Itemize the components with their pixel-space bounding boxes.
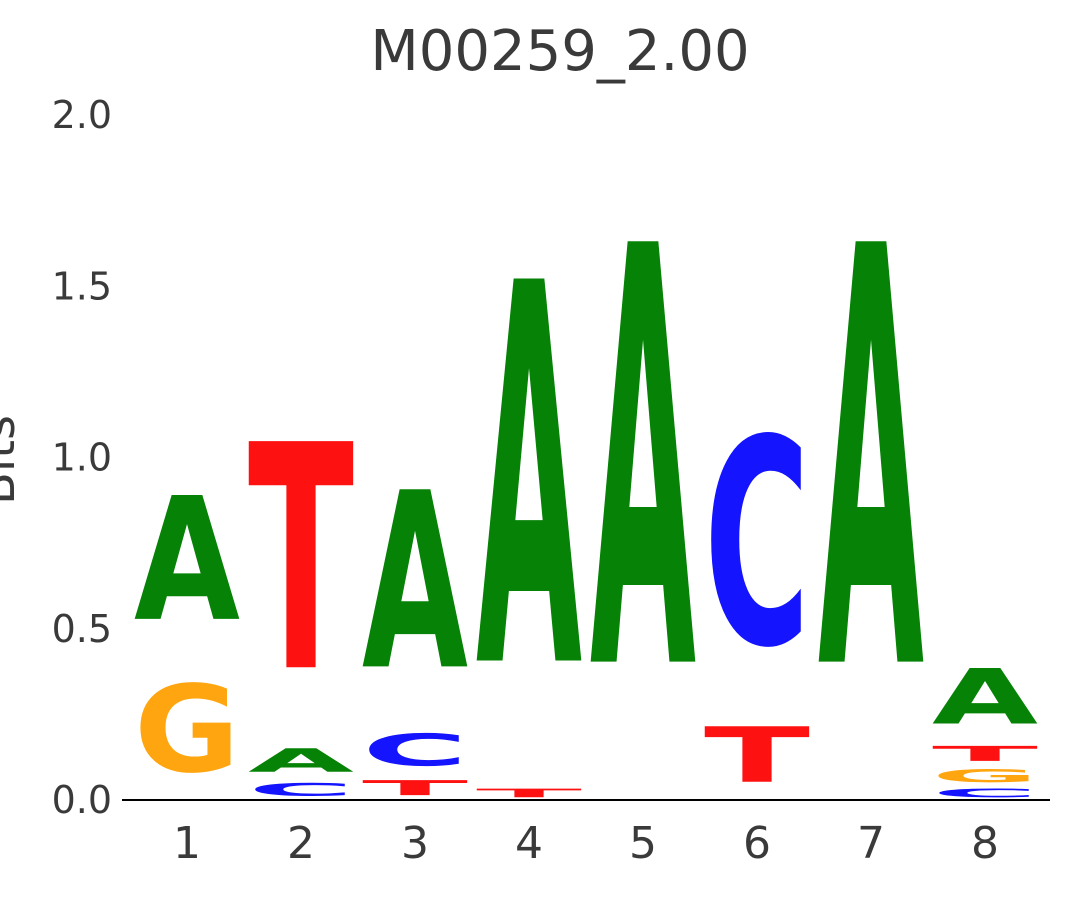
x-tick-label: 5 — [629, 818, 657, 869]
svg-text:A: A — [476, 176, 583, 785]
logo-letter-A: A — [476, 176, 583, 785]
svg-text:C: C — [248, 780, 354, 800]
x-tick-label: 8 — [971, 818, 999, 869]
svg-text:T: T — [932, 742, 1038, 766]
svg-text:C: C — [704, 381, 810, 711]
svg-text:G: G — [932, 766, 1038, 787]
logo-letter-C: C — [704, 381, 810, 711]
svg-text:A: A — [248, 742, 354, 779]
x-tick-label: 3 — [401, 818, 429, 869]
logo-letter-G: G — [932, 766, 1038, 787]
logo-letter-G: G — [134, 660, 240, 800]
svg-text:A: A — [590, 126, 697, 797]
x-tick-label: 1 — [173, 818, 201, 869]
logo-letter-T: T — [476, 786, 582, 800]
y-tick-label: 1.5 — [52, 264, 112, 308]
y-axis-label: Bits — [0, 415, 26, 505]
svg-text:T: T — [362, 776, 468, 800]
logo-letter-A: A — [362, 441, 468, 724]
svg-text:T: T — [248, 379, 354, 741]
svg-text:T: T — [476, 786, 582, 800]
svg-text:G: G — [134, 660, 240, 800]
chart-title: M00259_2.00 — [370, 19, 749, 84]
logo-letter-T: T — [362, 776, 468, 800]
svg-text:A: A — [362, 441, 468, 724]
y-tick-label: 1.0 — [52, 436, 112, 480]
x-tick-label: 6 — [743, 818, 771, 869]
svg-text:A: A — [818, 126, 925, 797]
logo-letter-A: A — [134, 463, 240, 660]
logo-letter-C: C — [248, 780, 354, 800]
svg-text:C: C — [932, 786, 1038, 800]
logo-letter-T: T — [932, 742, 1038, 766]
svg-text:A: A — [932, 653, 1038, 742]
y-tick-label: 2.0 — [52, 93, 112, 137]
logo-letter-A: A — [818, 126, 925, 797]
logo-letter-C: C — [932, 786, 1038, 800]
logo-letter-T: T — [704, 711, 810, 800]
svg-text:A: A — [134, 463, 240, 660]
y-axis-ticks: 0.0 0.5 1.0 1.5 2.0 — [52, 93, 112, 822]
x-tick-label: 4 — [515, 818, 543, 869]
logo-letter-A: A — [590, 126, 697, 797]
logo-letter-A: A — [248, 742, 354, 779]
logo-letter-T: T — [248, 379, 354, 741]
y-tick-label: 0.0 — [52, 778, 112, 822]
svg-text:T: T — [704, 711, 810, 800]
y-tick-label: 0.5 — [52, 607, 112, 651]
x-tick-label: 2 — [287, 818, 315, 869]
x-axis-ticks: 1 2 3 4 5 6 7 8 — [173, 818, 999, 869]
svg-text:C: C — [362, 725, 468, 776]
x-tick-label: 7 — [857, 818, 885, 869]
logo-letter-C: C — [362, 725, 468, 776]
logo-letter-A: A — [932, 653, 1038, 742]
